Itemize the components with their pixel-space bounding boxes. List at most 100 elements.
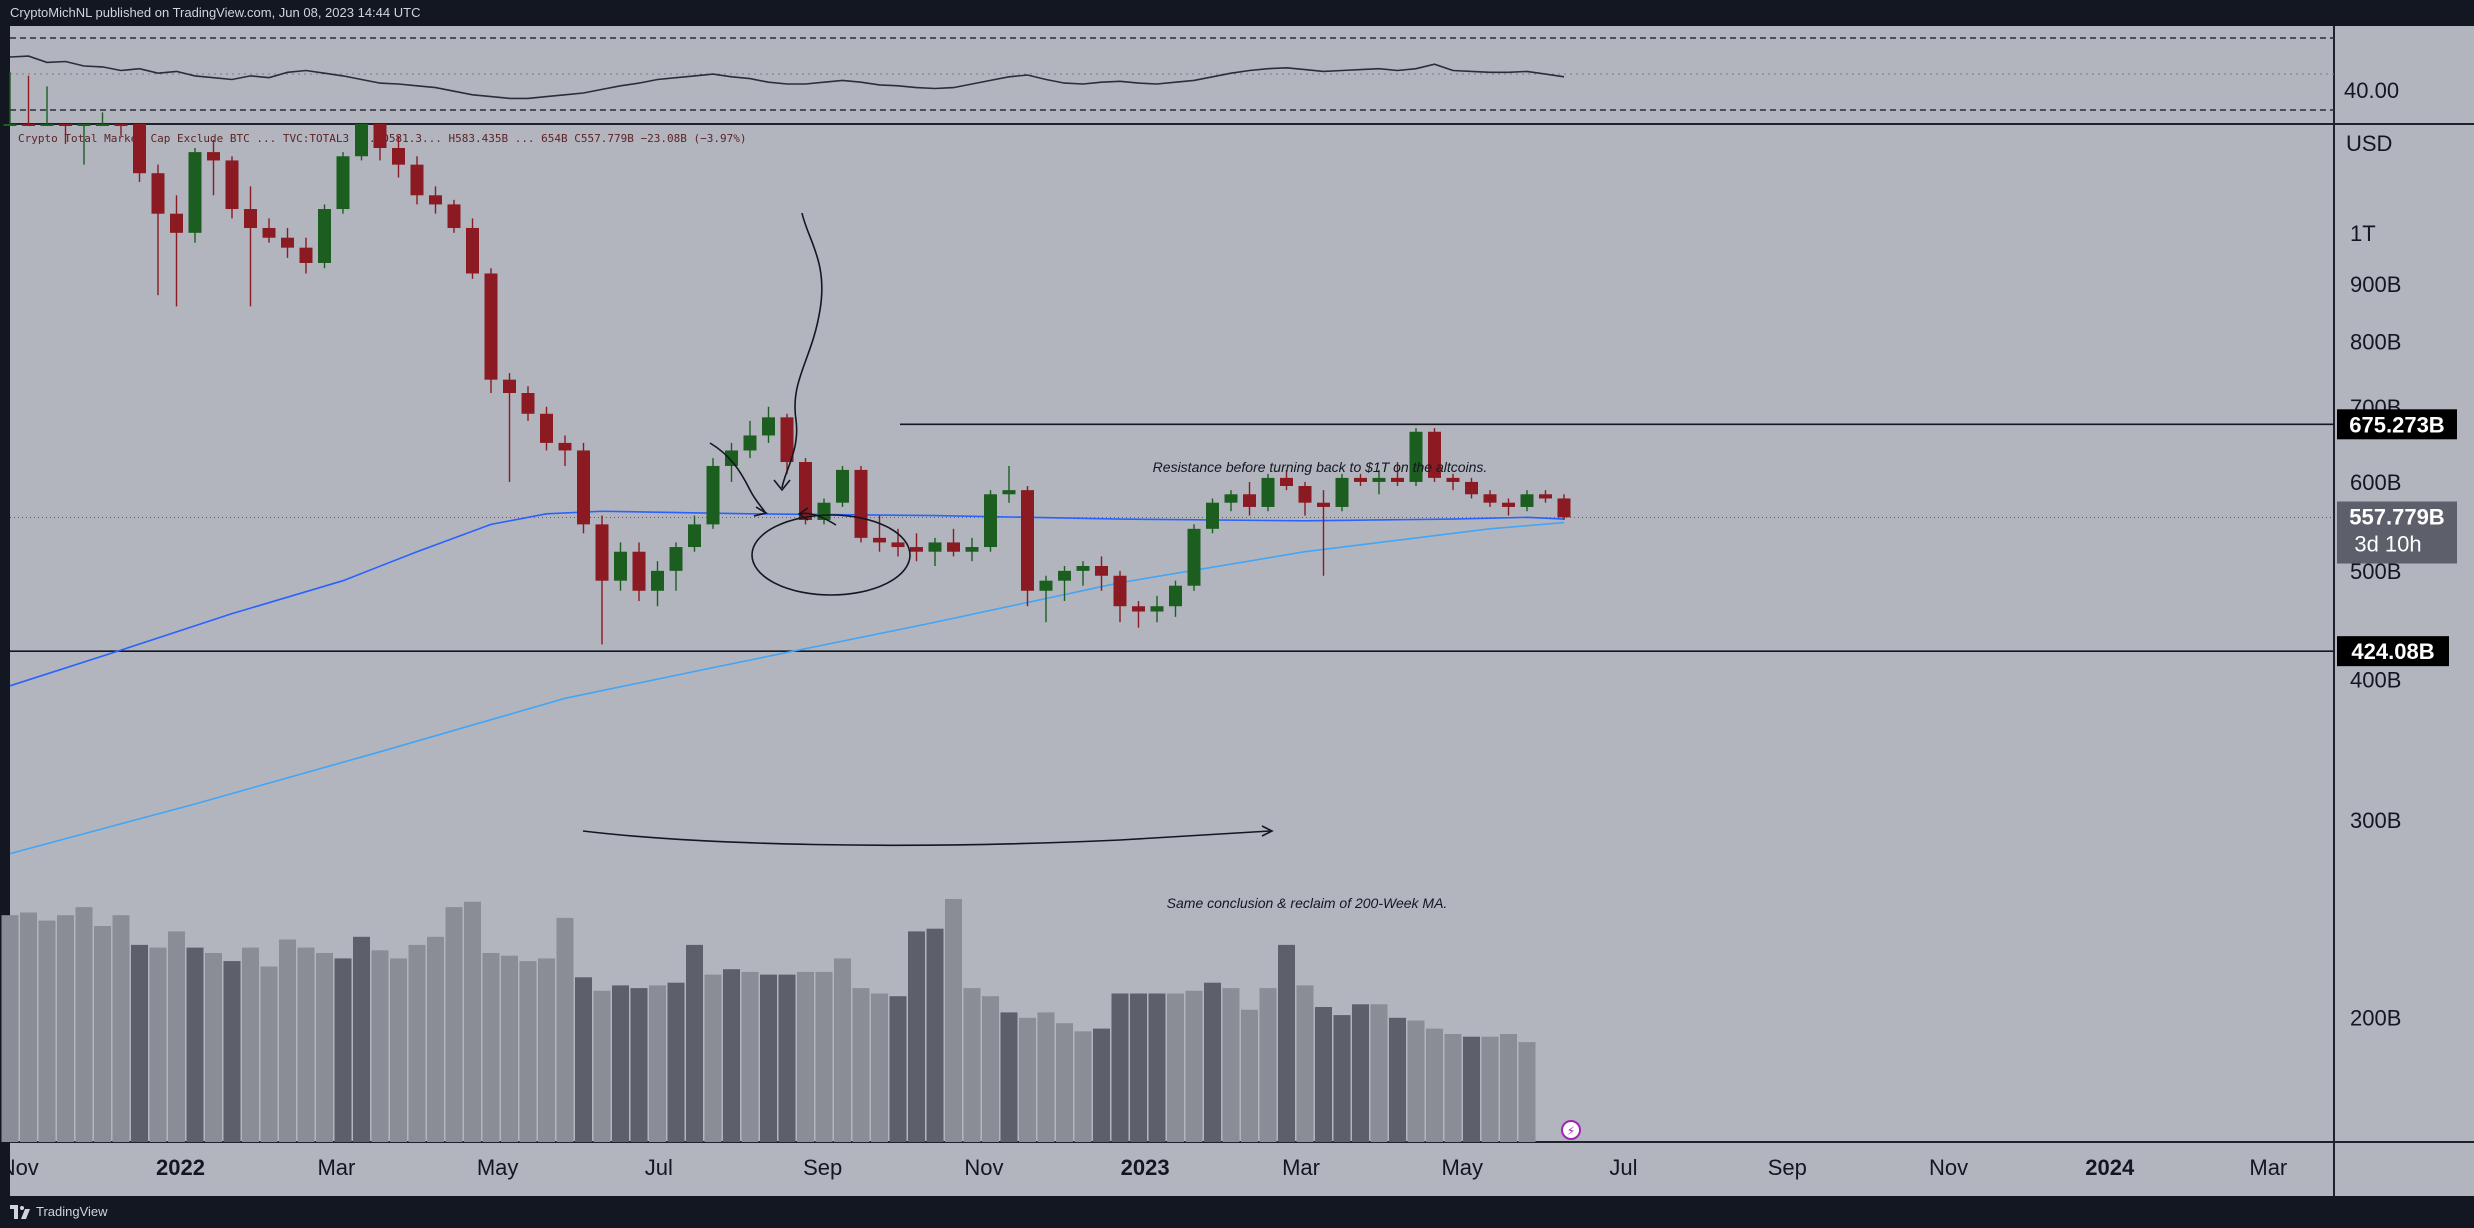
candle-body — [114, 124, 128, 126]
event-marker[interactable]: ⚡ — [1561, 1120, 1581, 1140]
candle-body — [1335, 477, 1349, 507]
candle-body — [1261, 477, 1275, 507]
volume-bar — [408, 944, 426, 1142]
bottom-arrow[interactable] — [582, 830, 1271, 847]
support-price-label: 424.08B — [2351, 639, 2434, 664]
candle — [244, 186, 257, 307]
candle-body — [336, 156, 350, 210]
x-tick-label: 2023 — [1121, 1155, 1170, 1180]
candle-body — [392, 147, 405, 165]
candle — [1428, 428, 1441, 482]
candle-body — [1428, 431, 1441, 478]
volume-bar — [131, 944, 148, 1142]
volume-bar — [20, 912, 37, 1142]
volume-bar — [1167, 993, 1184, 1142]
candle — [1446, 473, 1460, 491]
bottom-arrowhead[interactable] — [1261, 825, 1274, 837]
candle — [540, 406, 553, 451]
candle-body — [1076, 565, 1090, 571]
volume-bar — [112, 915, 130, 1142]
candle — [1261, 473, 1275, 512]
right-arrowhead[interactable] — [797, 507, 809, 521]
x-tick-label: 2022 — [156, 1155, 205, 1180]
rsi-line — [9, 55, 1565, 100]
price-axis[interactable] — [2334, 26, 2474, 1142]
volume-bar — [38, 920, 56, 1142]
candle-body — [170, 213, 183, 233]
x-tick-label: 2024 — [2085, 1155, 2135, 1180]
resistance-price-tag[interactable]: 675.273B — [2337, 409, 2457, 440]
candle-body — [429, 195, 442, 205]
drawings[interactable] — [582, 212, 1274, 847]
unit-label: USD — [2346, 131, 2392, 156]
candle — [336, 152, 350, 214]
volume-bar — [149, 947, 167, 1142]
candle-body — [373, 124, 387, 148]
candle — [669, 542, 683, 591]
y-tick-label: 400B — [2350, 668, 2401, 693]
volume-bar — [1000, 1012, 1018, 1142]
candle-body — [1243, 494, 1256, 507]
volume-bar — [94, 926, 111, 1142]
candle — [910, 533, 923, 562]
volume-bar — [1444, 1034, 1462, 1142]
candle — [1002, 465, 1016, 503]
top-arrow[interactable] — [781, 212, 823, 489]
current-price-tag[interactable]: 557.779B 3d 10h — [2337, 501, 2457, 564]
volume-bar — [982, 996, 999, 1142]
candle — [1520, 490, 1534, 512]
candle — [410, 156, 424, 205]
x-tick-label: Nov — [0, 1155, 39, 1180]
candle-body — [651, 570, 664, 591]
top-arrowhead[interactable] — [773, 479, 791, 492]
volume-bar — [538, 958, 555, 1142]
right-arrow[interactable] — [799, 512, 837, 526]
publish-info: CryptoMichNL published on TradingView.co… — [10, 5, 421, 20]
highlight-ellipse[interactable] — [751, 514, 911, 596]
candle — [114, 124, 128, 136]
volume-bar — [1315, 1007, 1332, 1142]
candle — [1076, 561, 1090, 586]
volume-bar — [1056, 1023, 1073, 1142]
y-tick-label: 600B — [2350, 470, 2401, 495]
left-arrowhead[interactable] — [753, 506, 769, 517]
trend-line[interactable] — [9, 521, 1565, 855]
ma-200w-line[interactable] — [9, 510, 1565, 687]
candle-body — [780, 417, 794, 463]
candle — [1243, 481, 1256, 516]
lightning-icon: ⚡ — [1567, 1124, 1575, 1138]
volume-bar — [353, 936, 370, 1142]
volume-bar — [1259, 988, 1277, 1142]
volume-bar — [593, 990, 611, 1142]
resistance-price-label: 675.273B — [2349, 412, 2444, 437]
candle-body — [3, 124, 17, 126]
candle-body — [1021, 490, 1034, 591]
y-tick-label: 900B — [2350, 272, 2401, 297]
tradingview-logo[interactable]: TradingView — [10, 1204, 108, 1219]
candle — [299, 237, 313, 274]
candle — [965, 537, 979, 562]
left-arrow[interactable] — [709, 442, 766, 513]
candle — [743, 420, 757, 459]
time-axis[interactable] — [10, 1142, 2334, 1196]
volume-bar — [686, 944, 703, 1142]
volume-bar — [1389, 1017, 1406, 1142]
candle-body — [96, 124, 109, 126]
candle-body — [133, 124, 146, 174]
candle-body — [1058, 570, 1071, 581]
volume-bar — [57, 915, 74, 1142]
candle-body — [1224, 494, 1238, 503]
x-tick-label: Nov — [964, 1155, 1003, 1180]
candle — [1150, 595, 1164, 623]
candle — [706, 458, 720, 529]
candle — [40, 86, 54, 126]
volume-bar — [704, 974, 722, 1142]
support-price-tag[interactable]: 424.08B — [2337, 636, 2449, 667]
candle-body — [1113, 575, 1127, 607]
candle-body — [854, 469, 868, 538]
volume-bar — [1130, 993, 1147, 1142]
support-note[interactable]: Same conclusion & reclaim of 200-Week MA… — [1167, 895, 1448, 911]
volume-bar — [575, 977, 592, 1142]
resistance-note[interactable]: Resistance before turning back to $1T on… — [1153, 459, 1488, 475]
